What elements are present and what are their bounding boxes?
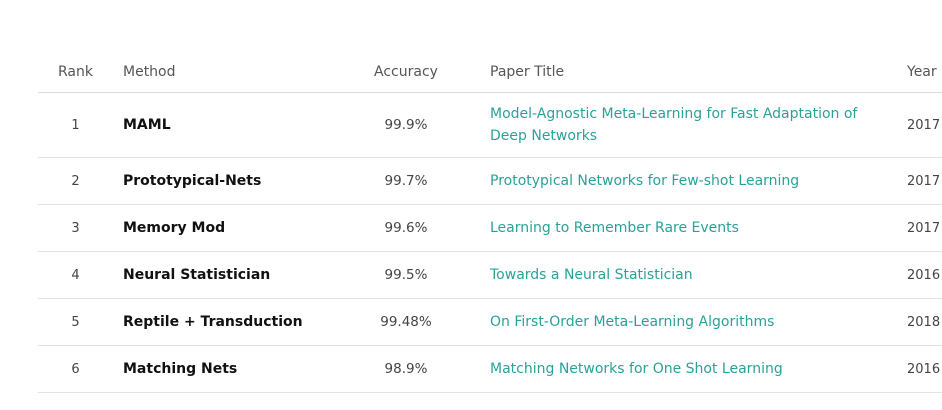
paper-title-link[interactable]: Learning to Remember Rare Events [490,220,739,236]
table-row: 4 Neural Statistician 99.5% Towards a Ne… [38,251,942,299]
table-row: 2 Prototypical-Nets 99.7% Prototypical N… [38,157,942,205]
column-header-accuracy[interactable]: Accuracy [343,52,469,93]
column-header-method[interactable]: Method [113,52,343,93]
method-cell: MAML [113,92,343,158]
method-cell: Matching Nets [113,345,343,393]
leaderboard-table: Rank Method Accuracy Paper Title Year 1 … [38,52,942,393]
paper-title-cell: On First-Order Meta-Learning Algorithms [469,298,894,346]
year-cell: 2017 [894,157,942,205]
paper-title-link[interactable]: On First-Order Meta-Learning Algorithms [490,314,775,330]
table-row: 6 Matching Nets 98.9% Matching Networks … [38,345,942,393]
year-cell: 2017 [894,204,942,252]
accuracy-cell: 99.6% [343,204,469,252]
table-row: 5 Reptile + Transduction 99.48% On First… [38,298,942,346]
table-row: 1 MAML 99.9% Model-Agnostic Meta-Learnin… [38,92,942,158]
paper-title-link[interactable]: Prototypical Networks for Few-shot Learn… [490,173,800,189]
accuracy-cell: 99.48% [343,298,469,346]
paper-title-link[interactable]: Towards a Neural Statistician [490,267,693,283]
leaderboard-table-container: Rank Method Accuracy Paper Title Year 1 … [38,52,942,393]
accuracy-cell: 99.9% [343,92,469,158]
method-cell: Reptile + Transduction [113,298,343,346]
paper-title-cell: Matching Networks for One Shot Learning [469,345,894,393]
year-cell: 2018 [894,298,942,346]
header-row: Rank Method Accuracy Paper Title Year [38,52,942,93]
table-row: 3 Memory Mod 99.6% Learning to Remember … [38,204,942,252]
rank-cell: 4 [38,251,113,299]
column-header-paper-title[interactable]: Paper Title [469,52,894,93]
column-header-rank[interactable]: Rank [38,52,113,93]
method-cell: Memory Mod [113,204,343,252]
paper-title-link[interactable]: Matching Networks for One Shot Learning [490,361,783,377]
accuracy-cell: 99.5% [343,251,469,299]
year-cell: 2016 [894,251,942,299]
rank-cell: 5 [38,298,113,346]
column-header-year[interactable]: Year [894,52,942,93]
rank-cell: 3 [38,204,113,252]
method-cell: Neural Statistician [113,251,343,299]
rank-cell: 2 [38,157,113,205]
paper-title-cell: Model-Agnostic Meta-Learning for Fast Ad… [469,92,894,158]
table-header: Rank Method Accuracy Paper Title Year [38,52,942,93]
year-cell: 2016 [894,345,942,393]
accuracy-cell: 99.7% [343,157,469,205]
rank-cell: 1 [38,92,113,158]
accuracy-cell: 98.9% [343,345,469,393]
year-cell: 2017 [894,92,942,158]
paper-title-link[interactable]: Model-Agnostic Meta-Learning for Fast Ad… [490,106,858,144]
paper-title-cell: Prototypical Networks for Few-shot Learn… [469,157,894,205]
rank-cell: 6 [38,345,113,393]
paper-title-cell: Learning to Remember Rare Events [469,204,894,252]
table-body: 1 MAML 99.9% Model-Agnostic Meta-Learnin… [38,92,942,393]
method-cell: Prototypical-Nets [113,157,343,205]
paper-title-cell: Towards a Neural Statistician [469,251,894,299]
